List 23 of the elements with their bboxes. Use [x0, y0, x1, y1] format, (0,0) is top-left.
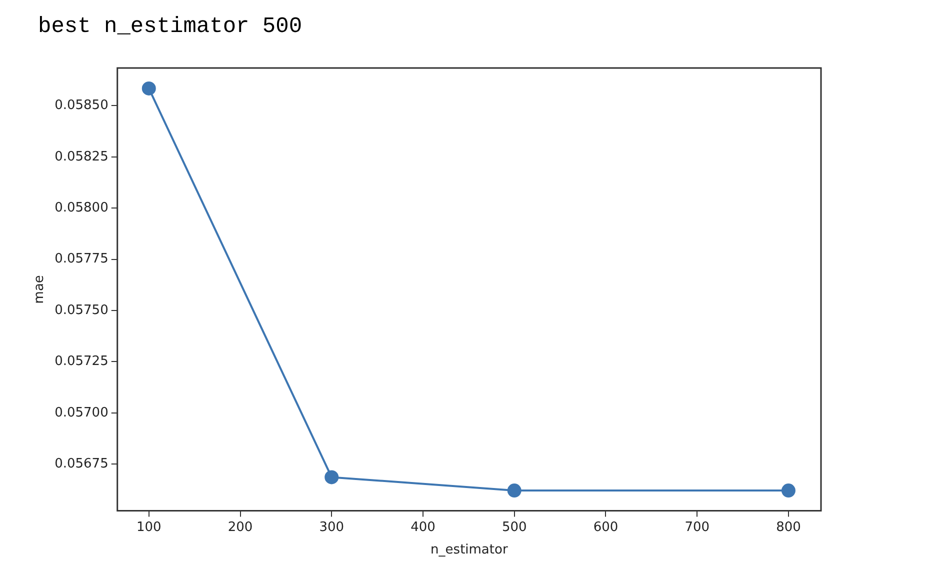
point	[324, 470, 339, 484]
x-tick-label: 800	[776, 520, 801, 535]
y-tick-label: 0.05725	[54, 354, 108, 370]
point	[781, 484, 796, 498]
point	[142, 81, 156, 96]
x-axis-title: n_estimator	[430, 542, 508, 558]
chart-title: best n_estimator 500	[38, 14, 302, 39]
x-tick-label: 200	[228, 520, 253, 535]
y-tick-label: 0.05750	[54, 302, 108, 318]
y-tick-label: 0.05675	[54, 456, 108, 472]
y-tick-label: 0.05800	[54, 200, 108, 216]
x-tick-label: 100	[136, 520, 162, 535]
y-tick-label: 0.05825	[54, 149, 108, 164]
x-tick-label: 600	[593, 520, 618, 535]
x-tick-label: 300	[319, 520, 344, 535]
x-tick-label: 400	[410, 520, 436, 535]
y-tick-label: 0.05700	[54, 405, 108, 420]
y-tick-label: 0.05775	[54, 252, 108, 267]
x-tick-label: 700	[684, 520, 710, 535]
y-axis-title: mae	[32, 275, 48, 304]
point	[507, 484, 522, 498]
y-tick-label: 0.05850	[54, 98, 108, 114]
x-tick-label: 500	[502, 520, 527, 535]
